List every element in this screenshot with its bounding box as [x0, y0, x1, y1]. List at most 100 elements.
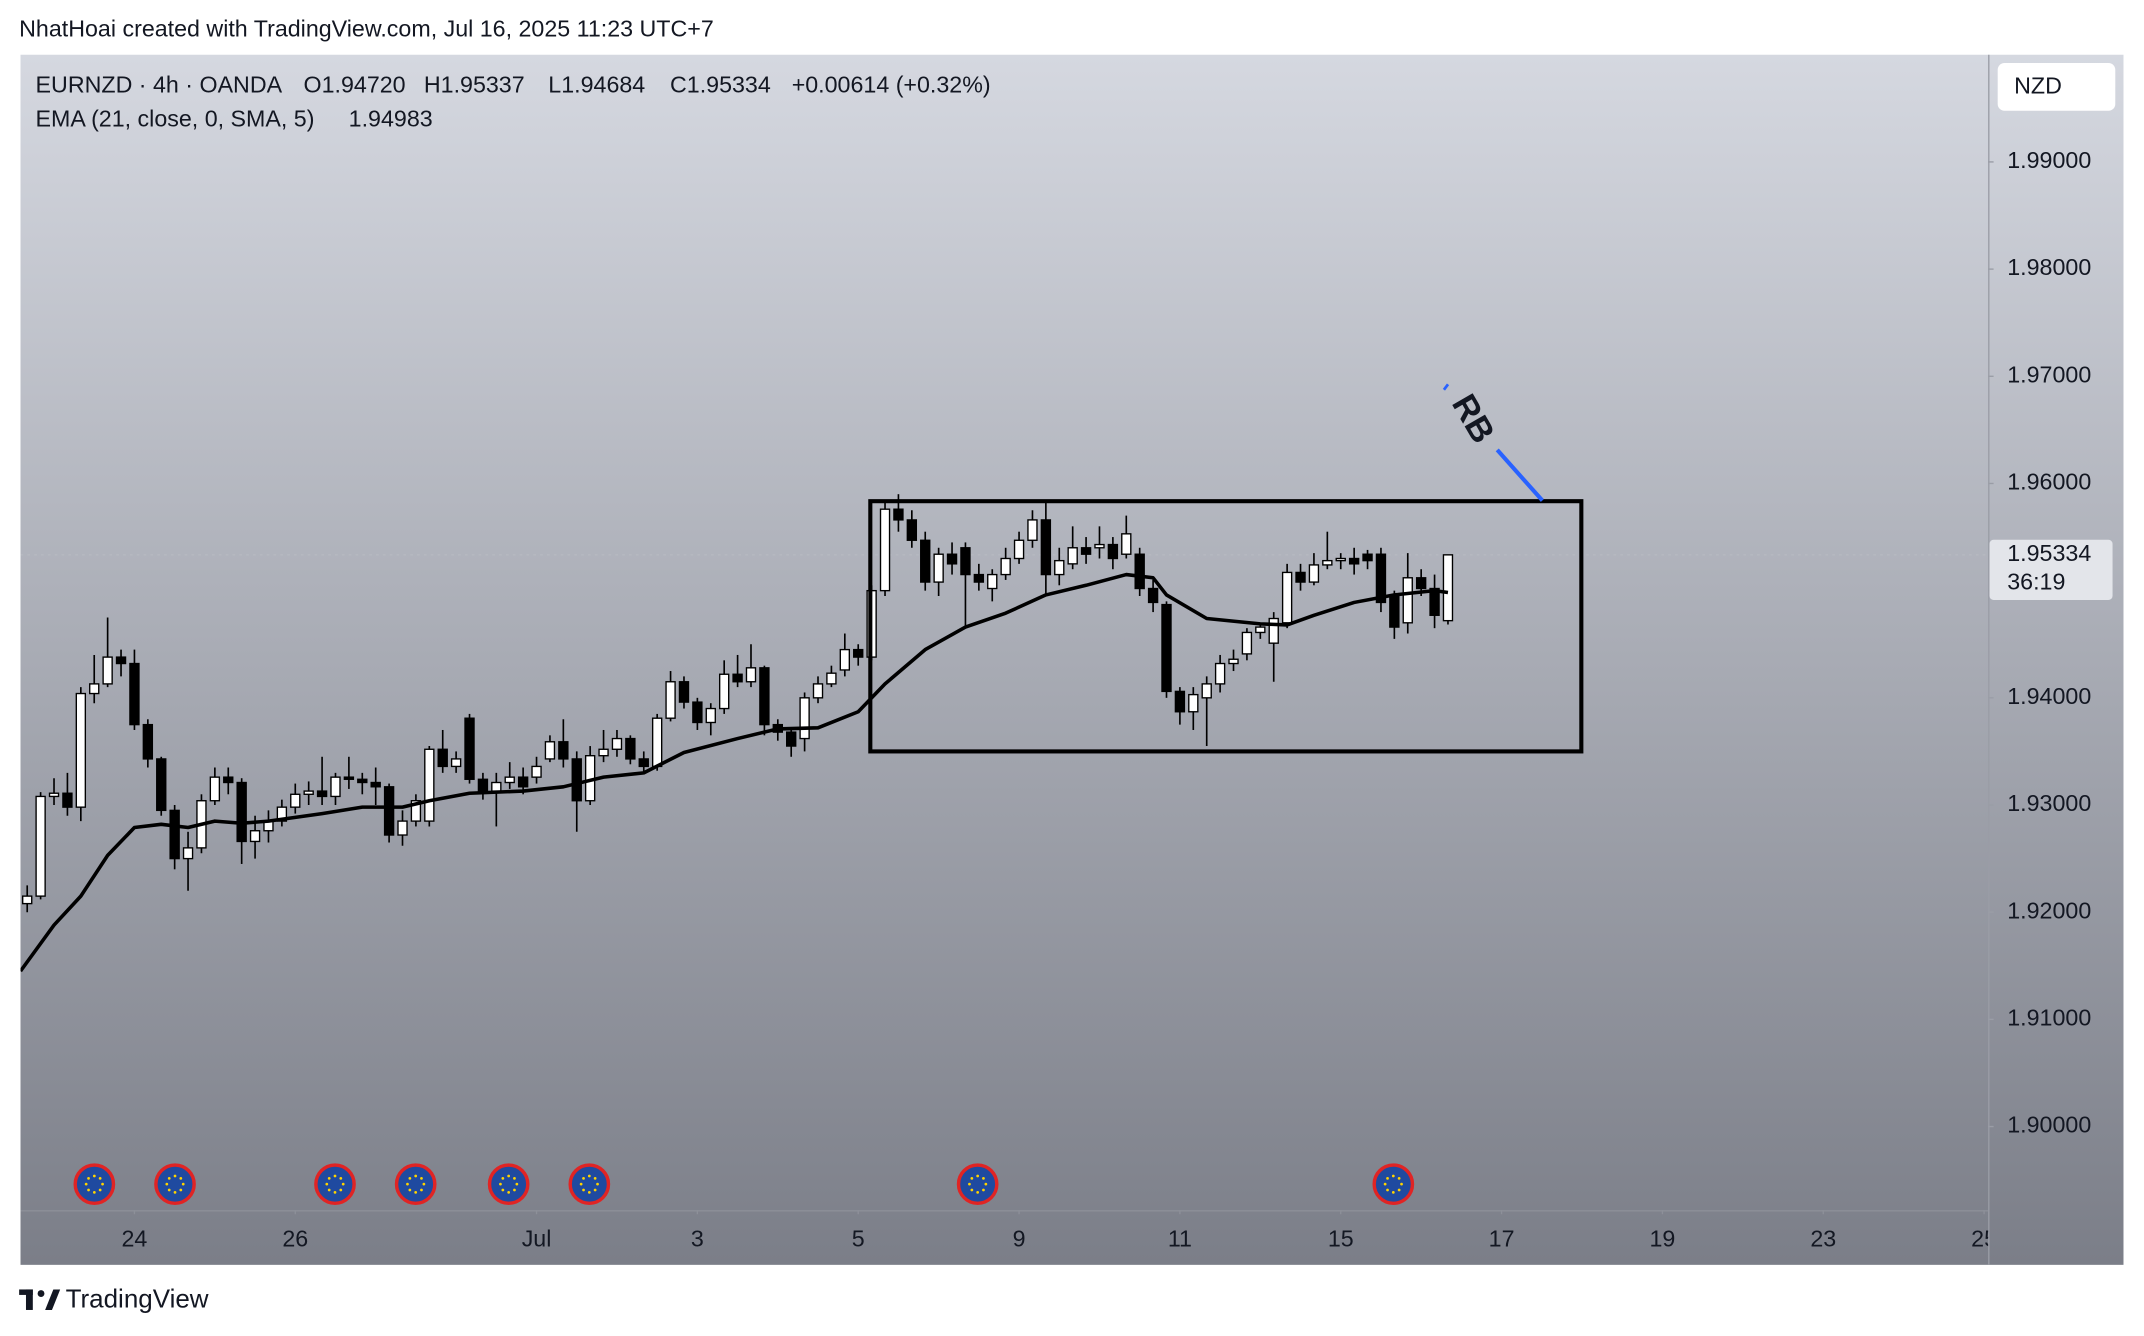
y-tick-label: 1.96000 — [2007, 469, 2091, 495]
event-star — [976, 1174, 980, 1178]
event-star — [579, 1182, 583, 1186]
candle-body — [477, 778, 489, 792]
candle-body — [1442, 554, 1454, 622]
event-star — [173, 1174, 177, 1178]
candle-body — [531, 765, 542, 778]
event-star — [593, 1177, 597, 1180]
candle-body — [491, 781, 502, 792]
y-tick-label: 1.99000 — [2007, 147, 2091, 173]
annotation-line — [1442, 383, 1450, 391]
brand: TradingView — [66, 1283, 209, 1313]
candle-body — [987, 573, 998, 590]
event-star — [179, 1177, 183, 1180]
y-tick-label: 1.98000 — [2007, 254, 2091, 280]
event-marker[interactable] — [314, 1163, 356, 1206]
event-star — [325, 1182, 329, 1186]
candle-body — [129, 662, 140, 726]
candle-body — [1201, 683, 1212, 699]
ohlc-close: C1.95334 — [670, 71, 771, 97]
event-marker[interactable] — [568, 1163, 611, 1206]
candle-body — [879, 508, 891, 592]
event-star — [970, 1188, 974, 1192]
candle-body — [1281, 571, 1293, 624]
currency-box[interactable] — [1997, 62, 2116, 111]
event-star — [333, 1191, 337, 1194]
event-marker[interactable] — [1372, 1163, 1415, 1206]
candle-body — [1214, 662, 1226, 685]
candle-body — [933, 553, 944, 583]
candle-body — [1147, 587, 1159, 604]
x-tick-label: 9 — [1013, 1225, 1026, 1251]
event-star — [1386, 1177, 1389, 1180]
candle-body — [718, 673, 730, 710]
candle-body — [1054, 559, 1065, 576]
event-star — [1391, 1174, 1395, 1178]
event-star — [87, 1188, 90, 1192]
event-star — [408, 1188, 412, 1192]
y-tick-label: 1.97000 — [2007, 361, 2091, 387]
event-star — [968, 1182, 971, 1186]
event-marker[interactable] — [487, 1163, 530, 1206]
event-star — [501, 1188, 505, 1192]
candle-body — [705, 707, 716, 724]
candle-body — [22, 895, 33, 905]
event-marker[interactable] — [956, 1163, 999, 1206]
candle-body — [35, 795, 46, 897]
countdown: 36:19 — [2007, 569, 2065, 595]
y-tick-label: 1.93000 — [2007, 790, 2091, 816]
candle-body — [397, 820, 408, 836]
candle-body — [638, 758, 649, 768]
candle-body — [1362, 553, 1373, 562]
x-tick-label: 26 — [282, 1225, 308, 1251]
candle-body — [223, 776, 234, 784]
candle-body — [156, 758, 167, 812]
attribution: NhatHoai created with TradingView.com, J… — [19, 15, 714, 41]
candle-body — [1308, 564, 1320, 583]
event-marker[interactable] — [394, 1163, 437, 1206]
candle-body — [410, 800, 422, 822]
candle-body — [678, 681, 690, 703]
candle-body — [383, 786, 395, 836]
event-star — [984, 1182, 988, 1186]
event-marker[interactable] — [154, 1163, 196, 1206]
event-star — [582, 1177, 585, 1180]
candle-body — [343, 776, 355, 780]
event-star — [92, 1174, 96, 1178]
candle-body — [276, 806, 288, 822]
x-tick-label: 24 — [122, 1225, 148, 1251]
candle-body — [1040, 519, 1052, 576]
candle-body — [1241, 631, 1253, 655]
candle-body — [1335, 557, 1346, 562]
candle-body — [450, 758, 462, 768]
event-star — [339, 1177, 343, 1180]
x-tick-label: Jul — [522, 1225, 552, 1251]
candle-body — [142, 723, 154, 760]
candle-body — [1161, 603, 1172, 693]
candle-body — [1228, 658, 1239, 665]
candle-body — [558, 741, 569, 760]
x-tick-label: 15 — [1328, 1225, 1354, 1251]
ema-line — [20, 572, 1449, 973]
candle-body — [357, 778, 368, 784]
candle-body — [1415, 577, 1427, 590]
change: +0.00614 (+0.32%) — [792, 71, 991, 97]
y-tick-label: 1.92000 — [2007, 897, 2091, 923]
event-marker[interactable] — [73, 1163, 116, 1206]
candle-body — [1000, 557, 1011, 576]
event-star — [173, 1191, 177, 1194]
event-star — [181, 1182, 185, 1186]
candle-body — [209, 776, 221, 802]
candle-body — [464, 717, 475, 780]
event-star — [327, 1177, 331, 1180]
event-star — [970, 1177, 974, 1180]
event-star — [513, 1188, 516, 1192]
candle-body — [1080, 547, 1092, 555]
candle-body — [812, 683, 824, 699]
x-tick-label: 3 — [691, 1225, 704, 1251]
candle-body — [102, 656, 113, 685]
price-tag — [1989, 539, 2113, 600]
currency[interactable]: NZD — [2014, 73, 2062, 99]
candle-body — [665, 681, 676, 719]
